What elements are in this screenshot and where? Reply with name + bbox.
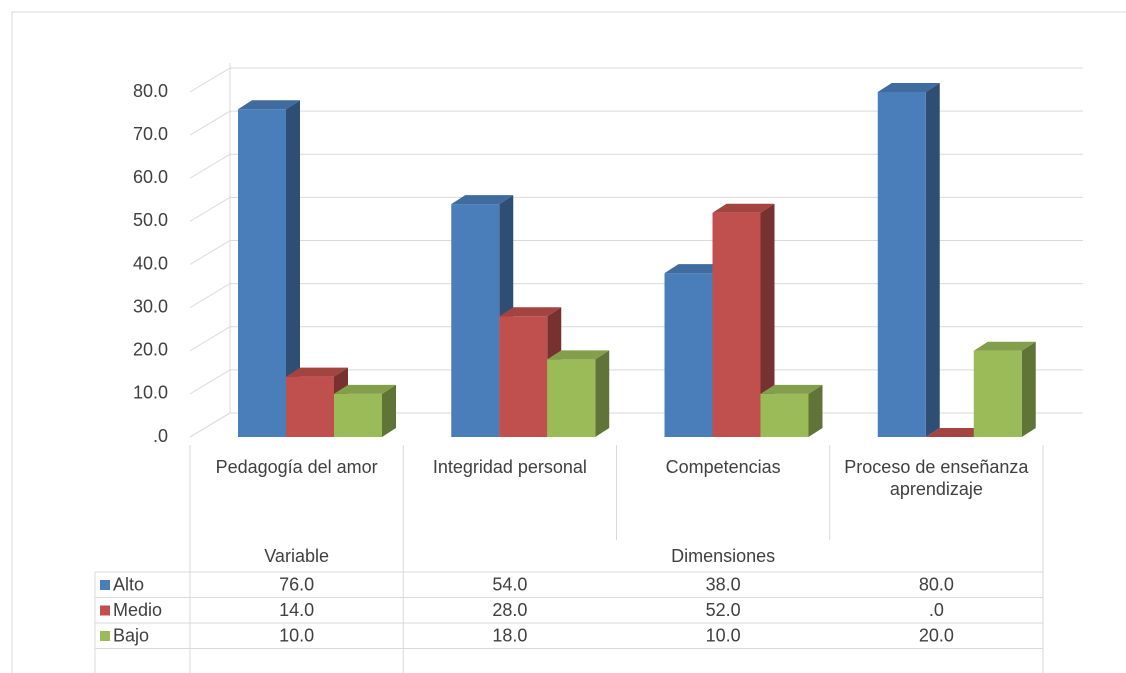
bar-side: [760, 203, 775, 437]
chart-border: [11, 11, 1126, 673]
legend-swatch: [100, 605, 110, 616]
bar: [664, 273, 713, 437]
table-value: 80.0: [919, 575, 954, 595]
y-tick-label: 40.0: [133, 253, 168, 273]
table-value: 52.0: [706, 600, 741, 620]
category-label: Integridad personal: [432, 457, 587, 477]
category-label: Pedagogía del amor: [215, 457, 378, 477]
bar-side: [595, 350, 610, 437]
table-value: 38.0: [706, 575, 741, 595]
table-value: 10.0: [706, 626, 741, 646]
group-label: Variable: [264, 546, 329, 566]
bar-side: [382, 384, 396, 437]
table-value: 14.0: [279, 600, 314, 620]
bar-side: [808, 384, 823, 437]
bar-top: [286, 367, 348, 377]
bar-side: [286, 100, 300, 437]
category-label: Proceso de enseñanza aprendizaje: [844, 457, 1029, 499]
bar: [451, 204, 500, 437]
bar-side: [1021, 341, 1036, 437]
bar-top: [877, 83, 940, 92]
bar-top: [925, 428, 988, 437]
y-tick-label: 30.0: [133, 296, 168, 316]
grid-line: [189, 110, 1083, 136]
table-value: 10.0: [279, 626, 314, 646]
table-value: 18.0: [492, 626, 527, 646]
table-value: 20.0: [919, 626, 954, 646]
y-tick-label: 50.0: [133, 210, 168, 230]
table-value: 76.0: [279, 575, 314, 595]
bar: [286, 376, 334, 437]
grid-line: [189, 196, 1083, 222]
grid-line: [189, 153, 1083, 179]
bar-top: [238, 100, 300, 110]
legend-label: Medio: [113, 600, 162, 620]
legend-swatch: [100, 631, 110, 641]
table-value: 54.0: [492, 575, 527, 595]
y-tick-label: .0: [153, 426, 168, 446]
grid-line: [189, 283, 1083, 309]
bar-top: [664, 264, 727, 274]
bar-top: [499, 307, 562, 317]
legend-label: Alto: [113, 575, 144, 595]
bar-top: [760, 384, 823, 394]
y-tick-label: 60.0: [133, 167, 168, 187]
y-tick-label: 70.0: [133, 124, 168, 144]
bar: [334, 393, 382, 437]
grid-line: [189, 67, 1083, 93]
back-wall-left: [189, 63, 231, 438]
bar-side: [925, 83, 940, 437]
bar: [238, 109, 286, 437]
bar: [973, 350, 1022, 437]
bar-top: [451, 195, 514, 205]
table-value: .0: [929, 600, 944, 620]
y-tick-label: 10.0: [133, 383, 168, 403]
bar: [499, 316, 548, 437]
bar-top: [334, 384, 396, 394]
category-label: Competencias: [665, 457, 781, 477]
legend-swatch: [100, 580, 110, 590]
bar-top: [712, 203, 775, 213]
table-value: 28.0: [492, 600, 527, 620]
bar-top: [547, 350, 610, 360]
grid-line: [189, 240, 1083, 265]
y-tick-label: 80.0: [133, 81, 168, 101]
bar: [547, 359, 596, 437]
group-label: Dimensiones: [671, 546, 776, 566]
bar: [712, 212, 761, 437]
bar-top: [973, 341, 1036, 351]
grid-line: [189, 326, 1083, 352]
legend-label: Bajo: [113, 626, 149, 646]
bar: [760, 393, 809, 437]
bar: [877, 92, 926, 437]
y-tick-label: 20.0: [133, 340, 168, 360]
grid-line: [189, 369, 1083, 395]
